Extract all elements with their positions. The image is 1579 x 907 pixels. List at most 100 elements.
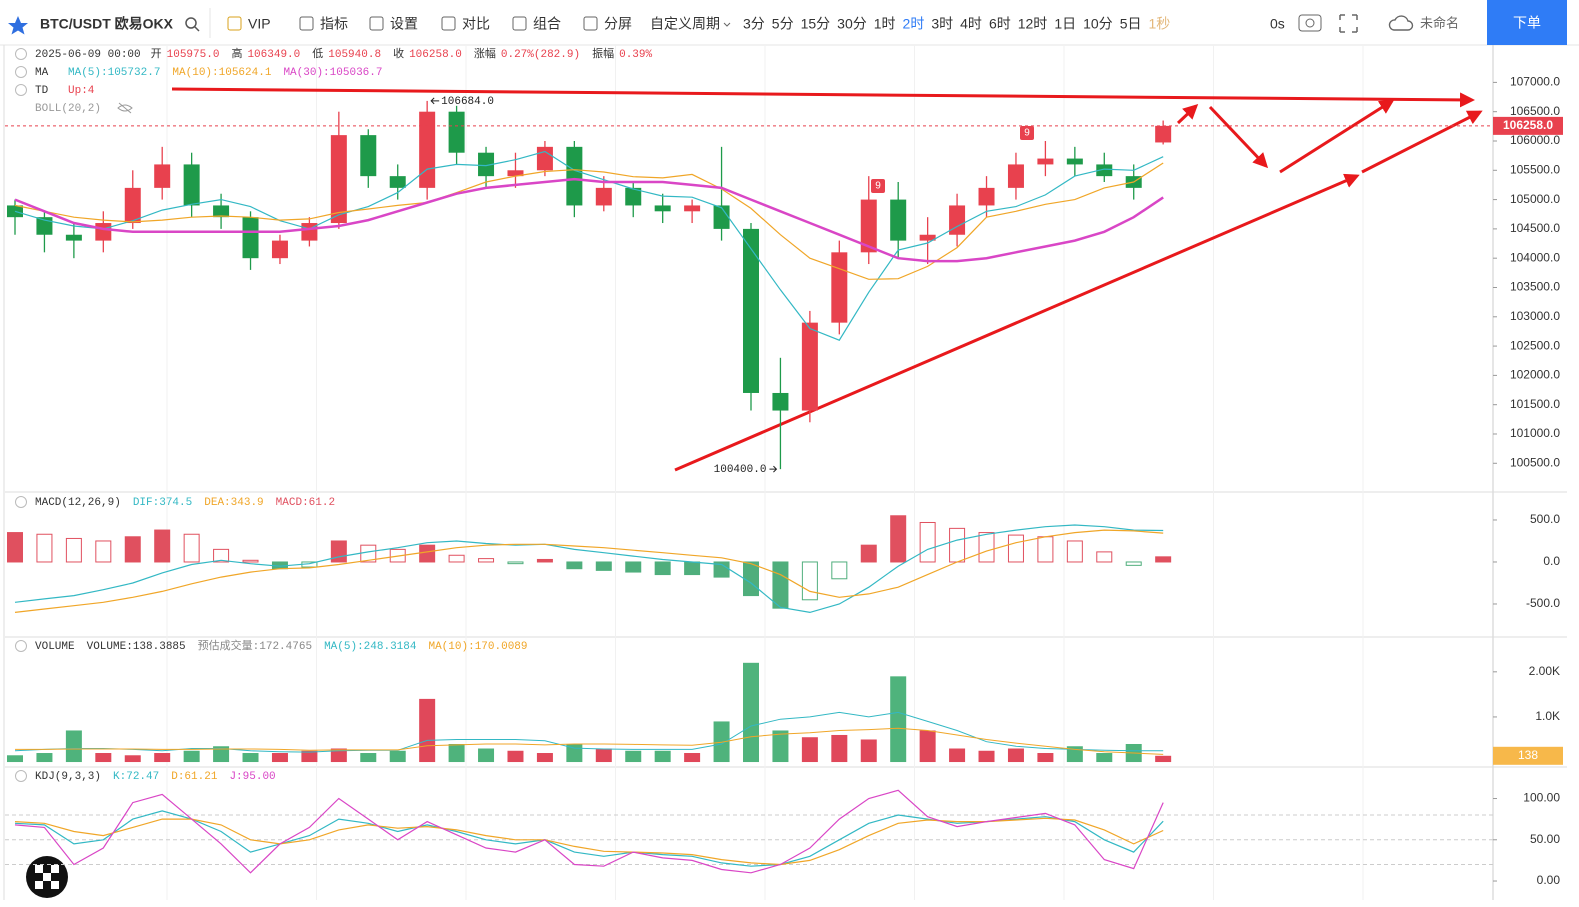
toolbar-item[interactable]: 自定义周期 xyxy=(650,16,720,32)
macd-bar xyxy=(978,532,995,563)
volume-badge xyxy=(1493,746,1563,765)
period-button[interactable]: 6时 xyxy=(989,16,1011,32)
volume-bar xyxy=(801,737,818,763)
period-button[interactable]: 12时 xyxy=(1018,16,1048,32)
annotation-arrow xyxy=(769,465,778,473)
macd-bar xyxy=(478,558,495,563)
macd-bar xyxy=(743,561,759,597)
period-button[interactable]: 5分 xyxy=(772,16,794,32)
toolbar-item[interactable]: 对比 xyxy=(462,16,490,32)
candle-body xyxy=(860,199,877,253)
toggle-icon[interactable] xyxy=(15,66,27,78)
macd-bar xyxy=(566,561,583,570)
y-tick-label: 0.00 xyxy=(1537,873,1561,887)
info-label: 低 xyxy=(312,47,323,61)
volume-bar xyxy=(301,750,318,763)
forecast-arrow xyxy=(1279,99,1395,174)
macd-bar xyxy=(419,544,436,563)
period-button[interactable]: 30分 xyxy=(837,16,867,32)
legend-item: D:61.21 xyxy=(171,771,218,783)
toolbar-icon xyxy=(512,16,527,31)
period-button[interactable]: 5日 xyxy=(1120,16,1142,32)
volume-bar xyxy=(507,750,524,763)
timer: 0s xyxy=(1270,16,1285,32)
toggle-icon[interactable] xyxy=(15,770,27,782)
cloud-icon[interactable] xyxy=(1388,15,1414,31)
y-tick-label: 102000.0 xyxy=(1510,368,1560,382)
period-button[interactable]: 10分 xyxy=(1083,16,1113,32)
y-tick-label: 104500.0 xyxy=(1510,221,1560,235)
volume-bar xyxy=(213,746,230,763)
toolbar-item[interactable]: 设置 xyxy=(390,16,418,32)
info-value: 106258.0 xyxy=(409,49,462,61)
volume-bar xyxy=(949,748,966,763)
toggle-icon[interactable] xyxy=(15,640,27,652)
indicator-line xyxy=(14,711,1164,753)
info-value: 0.39% xyxy=(619,49,652,61)
macd-bar xyxy=(772,561,789,609)
volume-bar xyxy=(389,750,406,763)
indicator-line xyxy=(14,529,1164,613)
volume-bar xyxy=(271,753,288,763)
y-tick-label: 103500.0 xyxy=(1510,280,1560,294)
candle-body xyxy=(154,164,171,188)
indicator-name: MACD(12,26,9) xyxy=(35,497,121,509)
toggle-icon[interactable] xyxy=(15,84,27,96)
forecast-arrow xyxy=(1208,105,1269,169)
volume-bar xyxy=(95,753,112,763)
period-button[interactable]: 1秒 xyxy=(1148,16,1170,32)
toolbar-item[interactable]: 组合 xyxy=(533,16,561,32)
candle-body xyxy=(242,217,259,259)
legend-item: MA(30):105036.7 xyxy=(283,67,382,79)
period-button[interactable]: 15分 xyxy=(801,16,831,32)
period-button[interactable]: 3分 xyxy=(743,16,765,32)
toggle-icon[interactable] xyxy=(15,48,27,60)
macd-bar xyxy=(448,554,465,563)
period-button[interactable]: 3时 xyxy=(931,16,953,32)
macd-bar xyxy=(330,540,347,563)
period-button[interactable]: 2时 xyxy=(903,16,925,32)
candle-body xyxy=(654,205,671,212)
toggle-icon[interactable] xyxy=(15,496,27,508)
macd-bar xyxy=(890,515,907,563)
macd-bar xyxy=(154,529,171,563)
toolbar-icon xyxy=(227,16,242,31)
order-button-label[interactable]: 下单 xyxy=(1513,15,1541,31)
order-button[interactable] xyxy=(1487,0,1567,45)
candle-body xyxy=(478,152,495,177)
toolbar-icon xyxy=(299,16,314,31)
candle-body xyxy=(124,187,141,224)
candle-body xyxy=(625,187,642,206)
toolbar-item[interactable]: VIP xyxy=(248,16,271,32)
layout-name[interactable]: 未命名 xyxy=(1420,15,1459,30)
info-label: 高 xyxy=(231,46,242,61)
toolbar-item[interactable]: 指标 xyxy=(320,16,348,32)
camera-icon[interactable] xyxy=(1298,14,1322,32)
favorite-icon[interactable] xyxy=(8,16,28,35)
indicator-line xyxy=(14,789,1164,874)
symbol[interactable]: BTC/USDT 欧易OKX xyxy=(40,16,174,32)
macd-bar xyxy=(654,561,671,576)
volume-bar xyxy=(1037,753,1054,763)
fullscreen-icon[interactable] xyxy=(1339,14,1358,33)
toolbar-icon xyxy=(583,16,598,31)
candle-body xyxy=(919,234,936,241)
period-button[interactable]: 1时 xyxy=(874,16,896,32)
candle-body xyxy=(713,205,730,229)
y-tick-label: 104000.0 xyxy=(1510,250,1560,264)
volume-bar xyxy=(772,730,789,763)
search-icon[interactable] xyxy=(185,17,197,29)
volume-bar xyxy=(1096,753,1113,763)
y-tick-label: 2.00K xyxy=(1529,664,1560,678)
legend-item: DEA:343.9 xyxy=(204,497,263,509)
info-value: 105975.0 xyxy=(167,49,220,61)
dropdown-caret xyxy=(723,22,731,27)
candle-body xyxy=(890,199,907,241)
period-button[interactable]: 1日 xyxy=(1054,16,1076,32)
td-value: Up:4 xyxy=(68,85,95,97)
period-button[interactable]: 4时 xyxy=(960,16,982,32)
macd-bar xyxy=(919,521,936,563)
toolbar-item[interactable]: 分屏 xyxy=(604,16,632,32)
y-tick-label: 100500.0 xyxy=(1510,455,1560,469)
